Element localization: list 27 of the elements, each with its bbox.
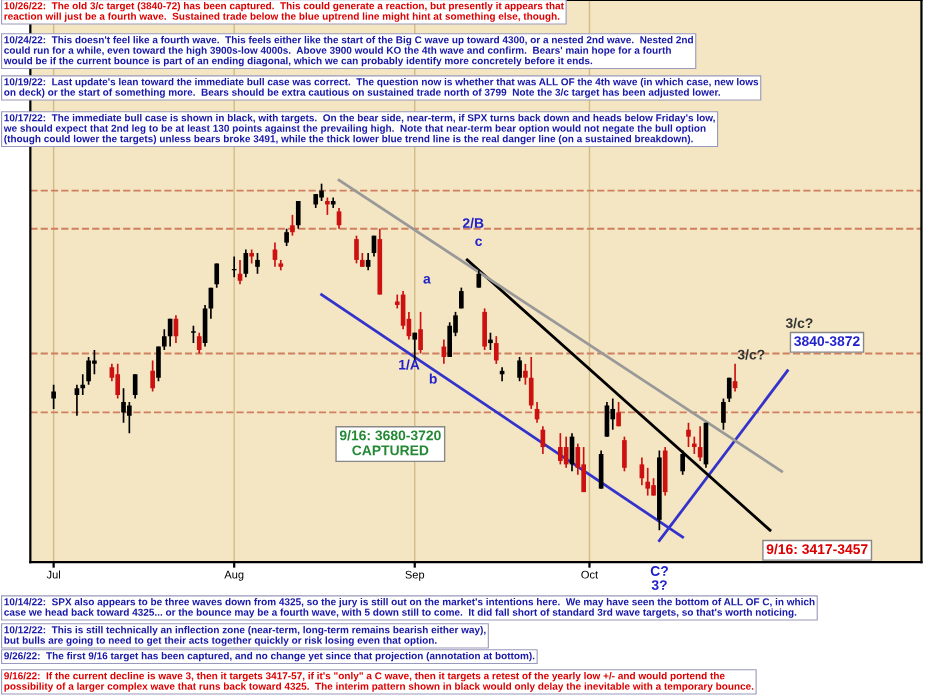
candlestick — [418, 311, 423, 355]
candlestick — [493, 335, 499, 365]
candlestick — [662, 446, 668, 497]
candlestick — [196, 331, 202, 355]
candlestick — [295, 200, 301, 230]
candlestick — [214, 262, 220, 289]
candlestick — [412, 331, 418, 362]
candlestick — [686, 421, 691, 448]
candlestick — [115, 363, 121, 400]
candlestick — [132, 373, 138, 400]
candlestick — [726, 376, 732, 403]
candlestick — [92, 349, 97, 376]
candlestick — [51, 383, 56, 410]
candlestick — [255, 252, 260, 275]
candlestick — [563, 435, 569, 469]
candlestick — [482, 307, 487, 351]
candlestick — [616, 401, 621, 428]
candlestick — [680, 449, 685, 476]
candlestick — [150, 359, 155, 393]
candlestick — [354, 234, 359, 265]
candlestick — [721, 397, 726, 431]
candlestick — [581, 446, 586, 493]
candlestick — [290, 214, 295, 237]
candlestick — [610, 397, 616, 431]
candlestick — [558, 432, 563, 466]
candlestick — [517, 356, 522, 383]
candlestick — [622, 435, 627, 473]
